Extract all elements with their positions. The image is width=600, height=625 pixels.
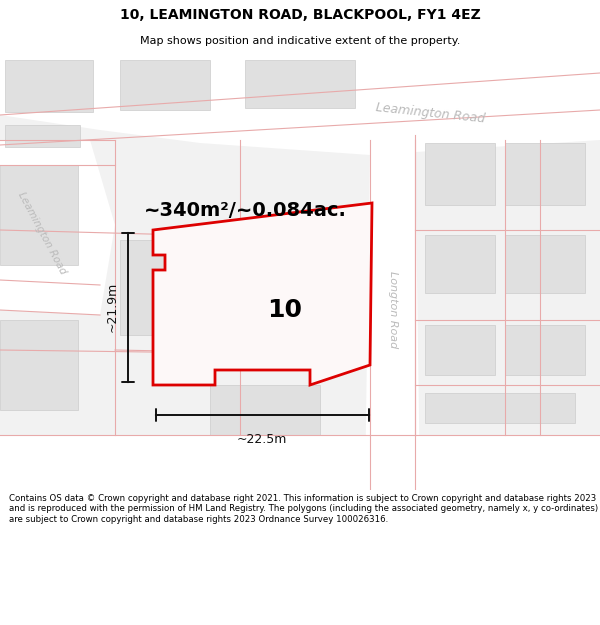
Bar [425,235,495,293]
Polygon shape [0,140,115,315]
Bar [5,125,80,147]
Bar [505,235,585,293]
Bar [425,325,495,375]
Text: ~340m²/~0.084ac.: ~340m²/~0.084ac. [143,201,346,219]
Bar [120,240,190,335]
Text: Map shows position and indicative extent of the property.: Map shows position and indicative extent… [140,36,460,46]
Bar [245,60,355,108]
Bar [425,393,575,423]
Bar [425,143,495,205]
Bar [0,320,78,410]
Polygon shape [0,435,600,490]
Bar [210,270,320,350]
Polygon shape [365,135,420,490]
Bar [210,385,320,435]
Text: Longton Road: Longton Road [388,271,398,349]
Text: ~22.5m: ~22.5m [237,433,287,446]
Text: ~21.9m: ~21.9m [106,282,119,332]
Text: 10, LEAMINGTON ROAD, BLACKPOOL, FY1 4EZ: 10, LEAMINGTON ROAD, BLACKPOOL, FY1 4EZ [119,8,481,22]
Bar [5,60,93,112]
Text: 10: 10 [268,298,302,322]
Bar [120,60,210,110]
Bar [505,325,585,375]
Polygon shape [153,203,372,385]
Text: Leamington Road: Leamington Road [16,190,68,276]
Bar [0,165,78,265]
Text: Leamington Road: Leamington Road [374,101,485,125]
Text: Contains OS data © Crown copyright and database right 2021. This information is : Contains OS data © Crown copyright and d… [9,494,598,524]
Polygon shape [0,55,600,155]
Bar [505,143,585,205]
